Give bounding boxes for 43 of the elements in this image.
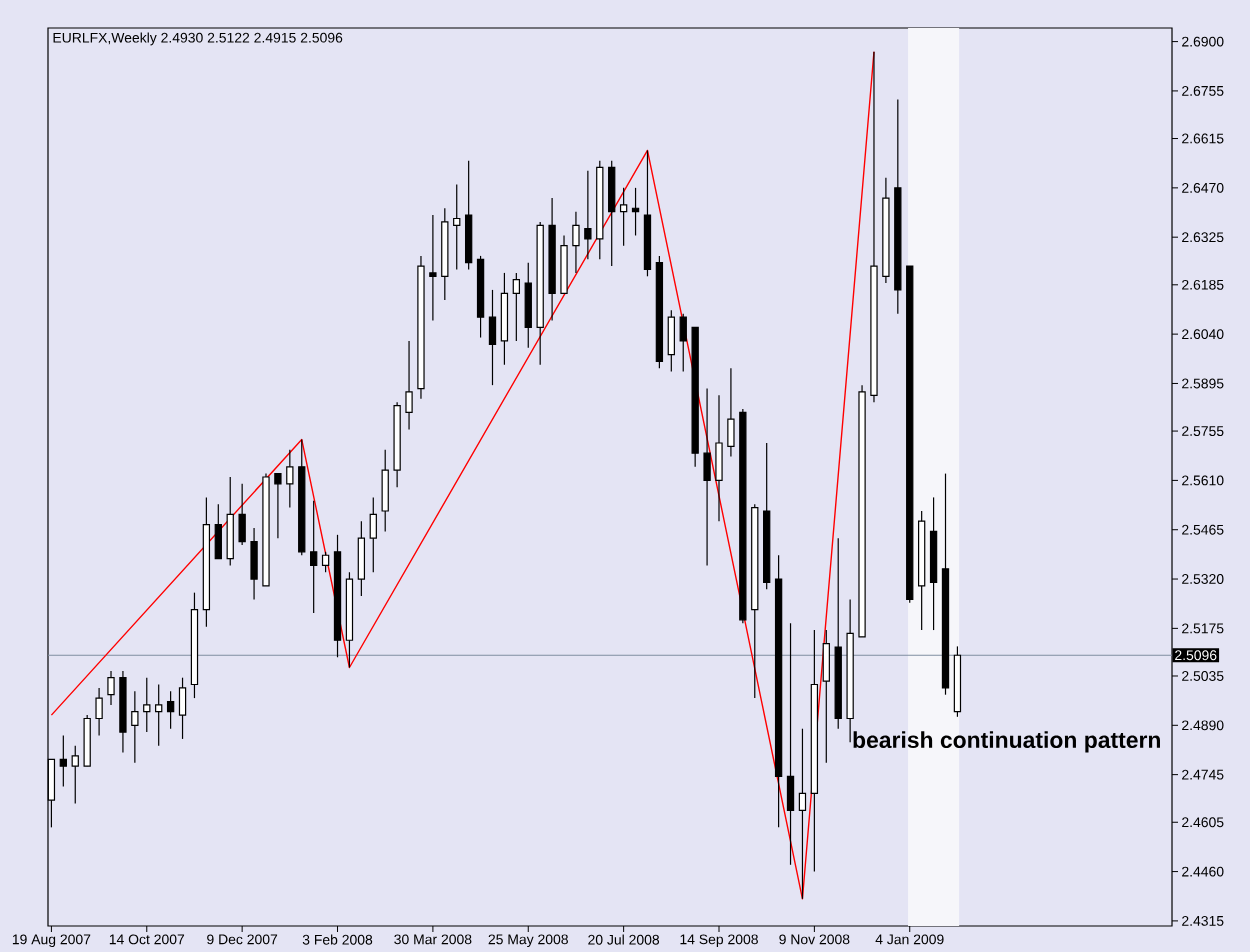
candlestick: [464, 160, 473, 271]
candlestick: [95, 687, 103, 737]
candlestick: [143, 677, 151, 733]
candlestick: [488, 289, 497, 386]
candlestick: [786, 622, 795, 866]
candlestick: [83, 714, 91, 767]
candlestick: [608, 160, 616, 267]
candlestick: [310, 500, 318, 614]
candlestick: [155, 683, 163, 747]
candlestick: [584, 170, 592, 260]
candlestick: [715, 394, 723, 522]
candlestick: [453, 183, 461, 271]
candlestick: [727, 367, 735, 458]
candlestick: [357, 520, 366, 597]
candlestick: [405, 340, 413, 430]
candlestick: [560, 234, 568, 294]
candlestick: [512, 272, 521, 342]
candlestick: [369, 496, 377, 573]
candlestick: [286, 449, 294, 509]
candlestick: [429, 214, 437, 322]
candlestick: [226, 476, 234, 567]
candlestick: [166, 690, 175, 730]
candlestick: [321, 551, 330, 573]
candlestick: [667, 309, 675, 373]
candlestick: [798, 728, 807, 900]
candlestick: [381, 449, 389, 533]
candlestick: [59, 734, 67, 788]
candlestick: [703, 387, 711, 567]
candlestick: [500, 272, 509, 366]
candlestick: [250, 527, 258, 601]
annotation: bearish continuation pattern: [853, 731, 1160, 753]
candlestick: [107, 670, 115, 706]
candlestick: [71, 745, 79, 805]
candlestick: [572, 211, 580, 274]
candlestick: [619, 187, 628, 247]
candlestick: [822, 629, 830, 764]
candlestick: [238, 483, 246, 546]
candlestick: [178, 677, 187, 740]
candlestick: [679, 313, 687, 373]
candlestick: [214, 503, 222, 560]
candlestick: [131, 690, 139, 764]
candlestick: [524, 262, 532, 349]
candlestick: [274, 472, 282, 539]
